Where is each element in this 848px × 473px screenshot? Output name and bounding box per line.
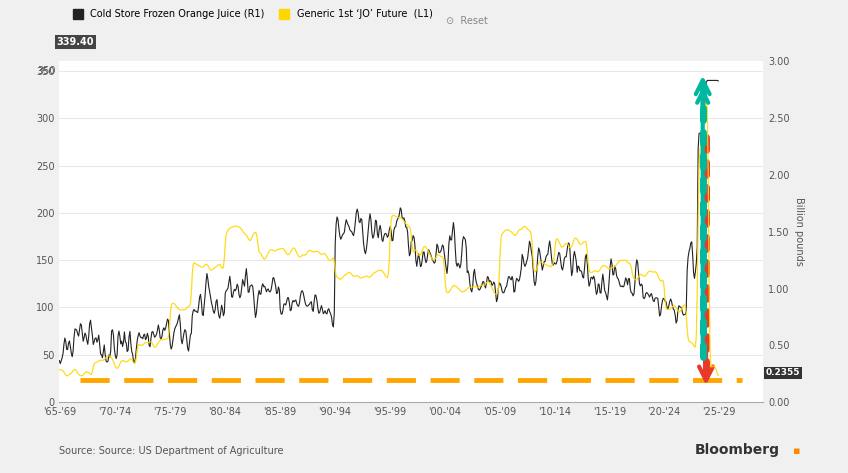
Text: ▪: ▪ (793, 446, 801, 456)
Text: Source: Source: US Department of Agriculture: Source: Source: US Department of Agricul… (59, 446, 284, 456)
Text: 339.40: 339.40 (57, 37, 94, 47)
Text: 350: 350 (37, 66, 56, 76)
Text: ⊙  Reset: ⊙ Reset (446, 16, 488, 26)
Y-axis label: Billion pounds: Billion pounds (794, 197, 804, 266)
Text: Bloomberg: Bloomberg (695, 443, 780, 457)
Legend: Cold Store Frozen Orange Juice (R1), Generic 1st ‘JO’ Future  (L1): Cold Store Frozen Orange Juice (R1), Gen… (64, 5, 437, 23)
Text: 0.2355: 0.2355 (766, 368, 801, 377)
